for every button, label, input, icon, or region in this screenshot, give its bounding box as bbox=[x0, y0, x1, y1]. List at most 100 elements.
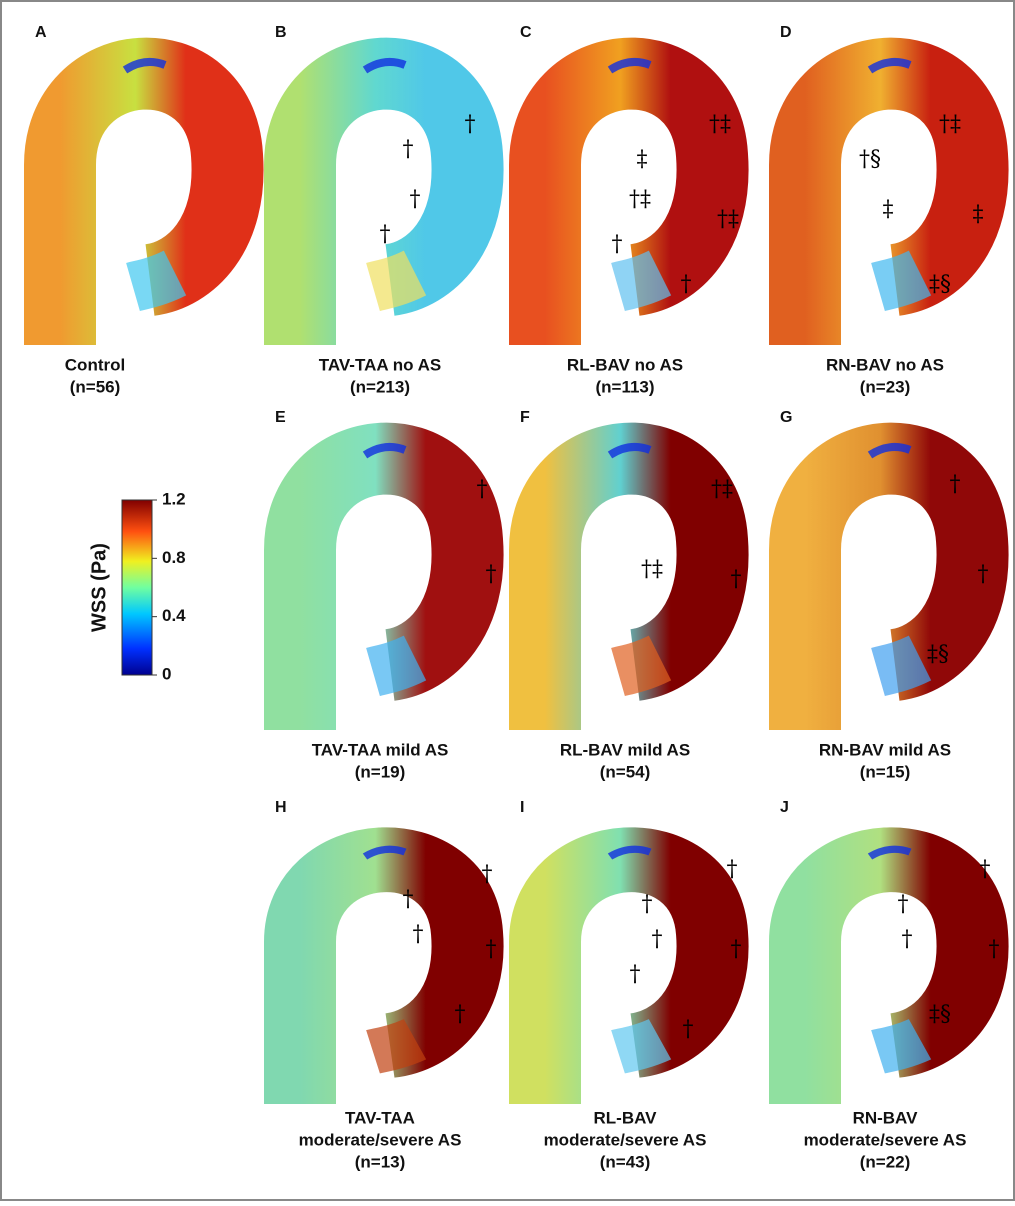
annotation: †‡ bbox=[629, 187, 651, 212]
arch-top bbox=[607, 845, 652, 860]
annotation: †‡ bbox=[641, 557, 663, 582]
panel-letter: F bbox=[520, 409, 530, 426]
panel: J † † † † ‡§ RN-BAV moderate/severe AS (n=22) bbox=[769, 799, 1009, 1171]
arch-top bbox=[867, 845, 912, 860]
panel: B † † † † TAV-TAA no AS (n=213) bbox=[264, 24, 504, 396]
aorta-wall bbox=[264, 422, 504, 730]
arch-top bbox=[362, 442, 407, 459]
panel-label: moderate/severe AS bbox=[804, 1130, 967, 1149]
panel-label: (n=22) bbox=[860, 1152, 911, 1171]
arch-top bbox=[867, 442, 912, 459]
panel: D†‡†§‡ ‡‡§RN-BAV no AS(n=23) bbox=[769, 24, 1009, 396]
annotation: † bbox=[980, 857, 991, 882]
annotation: † bbox=[950, 472, 961, 497]
arch-top bbox=[122, 57, 167, 74]
panel-letter: D bbox=[780, 24, 792, 41]
aorta-root bbox=[871, 635, 932, 697]
panel-letter: J bbox=[780, 799, 789, 816]
panel-label: (n=15) bbox=[860, 762, 911, 781]
annotation: † bbox=[652, 927, 663, 952]
aorta bbox=[24, 37, 264, 345]
aorta-root bbox=[611, 1018, 672, 1074]
panel-label: RN-BAV mild AS bbox=[819, 740, 951, 759]
annotation: †‡ bbox=[717, 207, 739, 232]
panel-label: (n=43) bbox=[600, 1152, 651, 1171]
panel: E † † TAV-TAA mild AS (n=19) bbox=[264, 409, 504, 781]
panel-letter: H bbox=[275, 799, 287, 816]
panel-label: (n=213) bbox=[350, 377, 410, 396]
annotation: † bbox=[477, 477, 488, 502]
annotation: † bbox=[410, 187, 421, 212]
annotation: † bbox=[380, 222, 391, 247]
aorta-wall bbox=[769, 422, 1009, 730]
aorta bbox=[509, 37, 749, 345]
colorbar-title: WSS (Pa) bbox=[88, 543, 110, 632]
panel-label: (n=54) bbox=[600, 762, 651, 781]
annotation: † bbox=[902, 927, 913, 952]
panel-label: TAV-TAA bbox=[345, 1108, 415, 1127]
panel-label: RL-BAV no AS bbox=[567, 355, 683, 374]
panel-label: RN-BAV bbox=[853, 1108, 919, 1127]
aorta-wall bbox=[769, 827, 1009, 1105]
annotation: † bbox=[727, 857, 738, 882]
annotation: † bbox=[898, 892, 909, 917]
aorta-root bbox=[366, 635, 427, 697]
annotation: ‡ bbox=[973, 202, 984, 227]
annotation: ‡ bbox=[883, 197, 894, 222]
panel-letter: C bbox=[520, 24, 532, 41]
panel: I † † † † † † RL-BAV moderate/severe AS (n=43) bbox=[509, 799, 749, 1171]
aorta bbox=[264, 827, 504, 1105]
panel-label: RN-BAV no AS bbox=[826, 355, 944, 374]
annotation: † bbox=[413, 922, 424, 947]
panel-letter: E bbox=[275, 409, 286, 426]
annotation: †‡ bbox=[939, 112, 961, 137]
aorta-root bbox=[366, 1018, 427, 1074]
annotation: †§ bbox=[859, 147, 881, 172]
panel-label: (n=23) bbox=[860, 377, 911, 396]
aorta-wall bbox=[264, 37, 504, 345]
annotation: † bbox=[486, 937, 497, 962]
panel-letter: I bbox=[520, 799, 524, 816]
annotation: ‡ bbox=[637, 147, 648, 172]
aorta-wall bbox=[509, 37, 749, 345]
aorta bbox=[769, 827, 1009, 1105]
panel-label: (n=13) bbox=[355, 1152, 406, 1171]
panel-letter: G bbox=[780, 409, 792, 426]
arch-top bbox=[607, 442, 652, 459]
aorta-root bbox=[871, 1018, 932, 1074]
panel-label: TAV-TAA mild AS bbox=[312, 740, 449, 759]
annotation: † bbox=[978, 562, 989, 587]
annotation: † bbox=[455, 1002, 466, 1027]
annotation: † bbox=[731, 937, 742, 962]
annotation: † bbox=[612, 232, 623, 257]
aorta bbox=[264, 422, 504, 730]
colorbar bbox=[121, 499, 153, 676]
panel-label: moderate/severe AS bbox=[544, 1130, 707, 1149]
panel: H † † † † † TAV-TAA moderate/severe AS (n=13) bbox=[264, 799, 504, 1171]
aorta-wall bbox=[769, 37, 1009, 345]
panel-letter: B bbox=[275, 24, 287, 41]
aorta-wall bbox=[264, 827, 504, 1105]
arch-top bbox=[362, 845, 407, 860]
colorbar-tick-label: 0 bbox=[162, 664, 171, 683]
aorta-root bbox=[871, 250, 932, 312]
aorta bbox=[264, 37, 504, 345]
aorta-root bbox=[366, 250, 427, 312]
annotation: † bbox=[630, 962, 641, 987]
panel-label: (n=56) bbox=[70, 377, 121, 396]
annotation: † bbox=[683, 1017, 694, 1042]
aorta bbox=[509, 422, 749, 730]
arch-top bbox=[362, 57, 407, 74]
panel-label: Control bbox=[65, 355, 125, 374]
annotation: † bbox=[989, 937, 1000, 962]
colorbar-tick-label: 0.8 bbox=[162, 548, 186, 567]
annotation: † bbox=[465, 112, 476, 137]
annotation: † bbox=[482, 862, 493, 887]
panel-letter: A bbox=[35, 24, 47, 41]
colorbar-tick-label: 0.4 bbox=[162, 606, 186, 625]
aorta bbox=[509, 827, 749, 1105]
arch-top bbox=[607, 57, 652, 74]
